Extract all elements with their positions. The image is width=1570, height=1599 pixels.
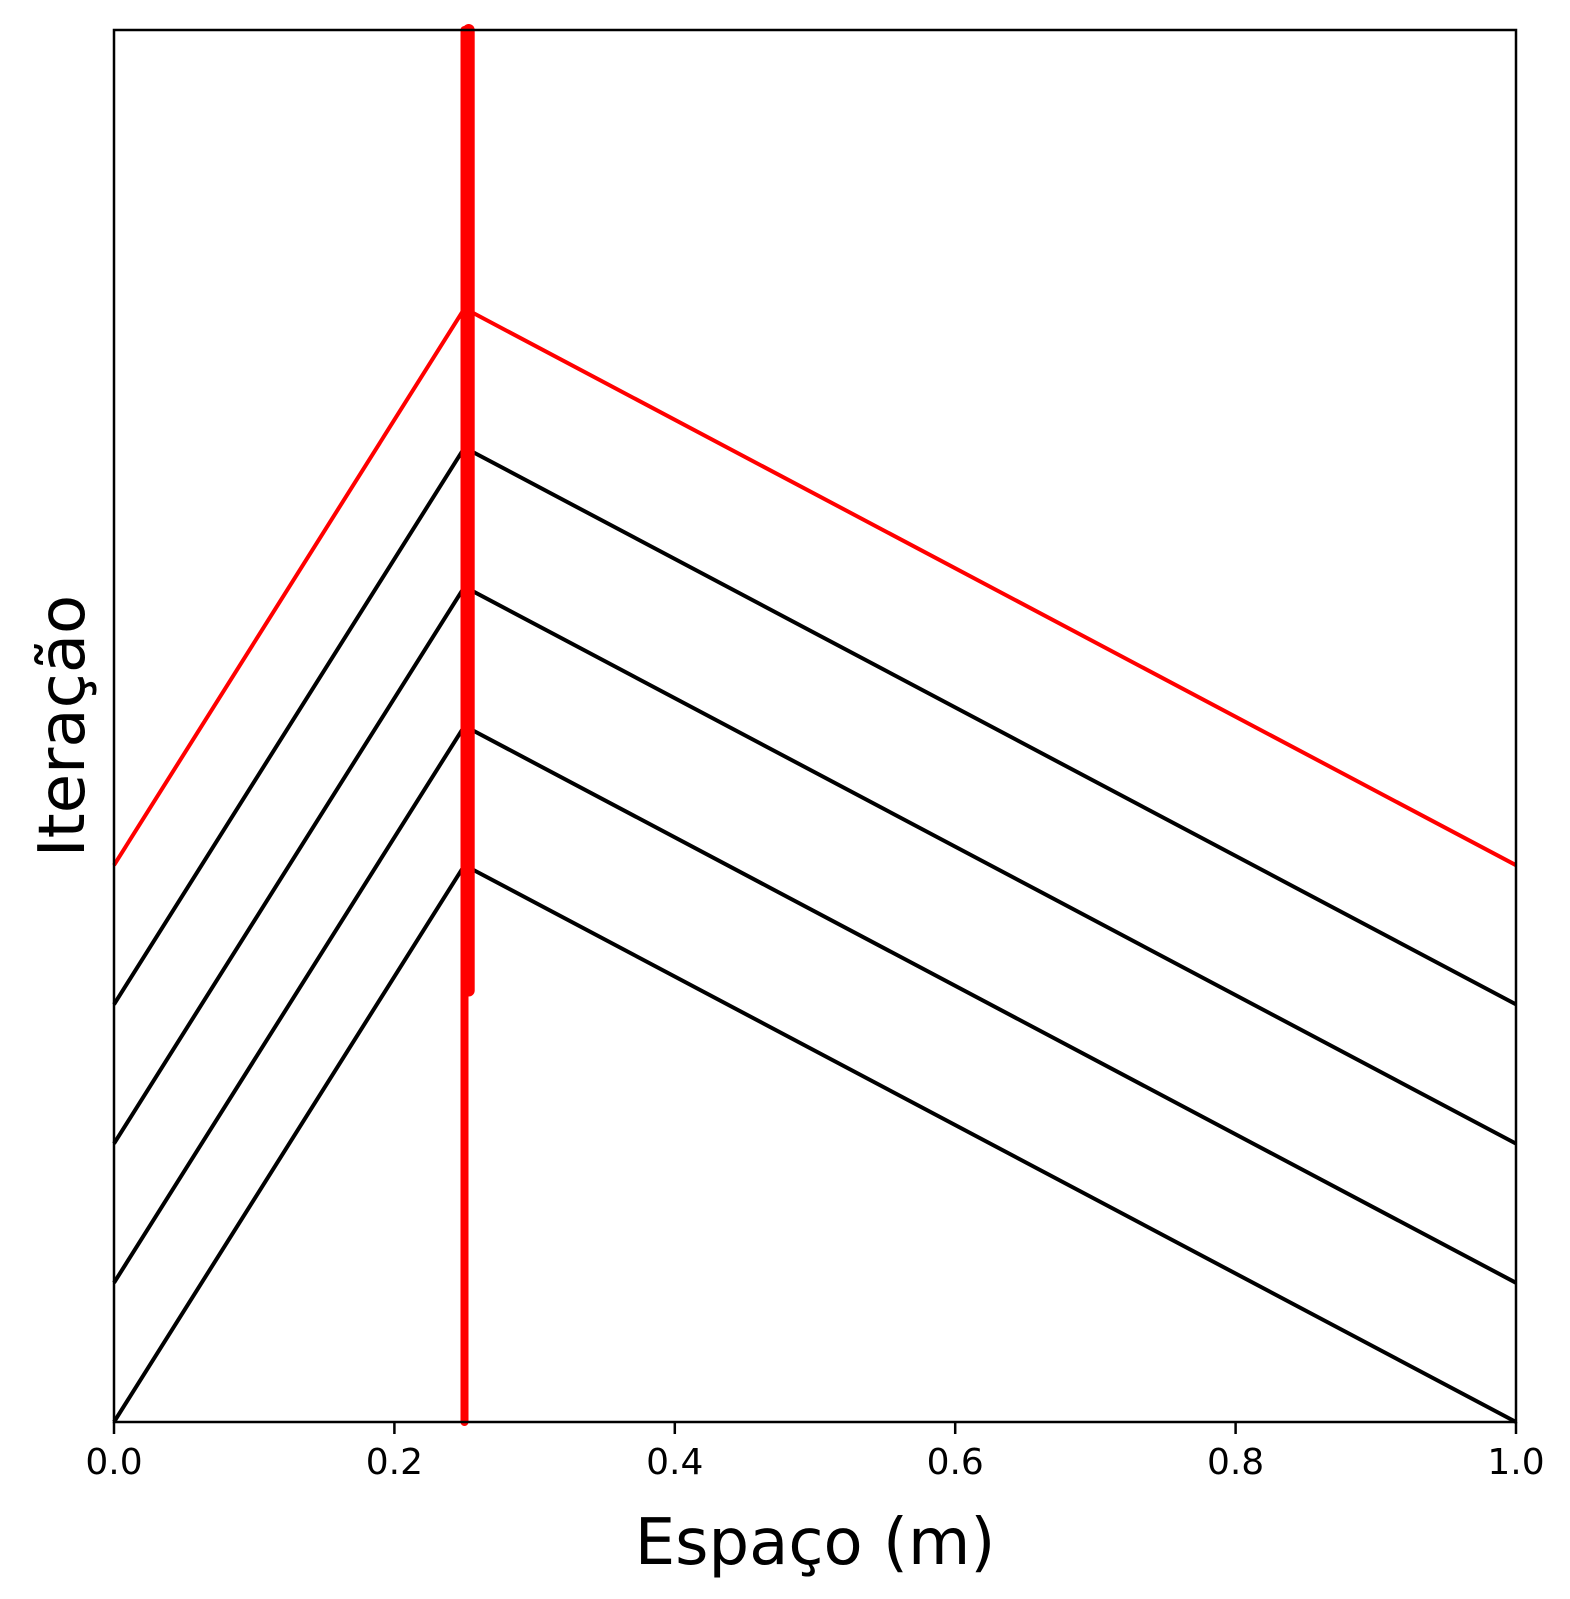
- x-ticks: 0.0 0.2 0.4 0.6 0.8 1.0: [85, 1422, 1545, 1483]
- y-axis-title: Iteração: [26, 595, 100, 857]
- marker-layer: [460, 24, 475, 1426]
- x-tick-label: 0.4: [646, 1442, 703, 1483]
- x-tick-label: 0.6: [927, 1442, 984, 1483]
- series-line-5: [112, 305, 1517, 867]
- x-tick-label: 0.8: [1207, 1442, 1264, 1483]
- series-layer: [112, 305, 1517, 1424]
- x-tick-label: 1.0: [1487, 1442, 1544, 1483]
- x-axis-title: Espaço (m): [635, 1506, 996, 1580]
- x-tick-label: 0.0: [85, 1442, 142, 1483]
- x-tick-label: 0.2: [366, 1442, 423, 1483]
- plot-frame: [112, 28, 1518, 1424]
